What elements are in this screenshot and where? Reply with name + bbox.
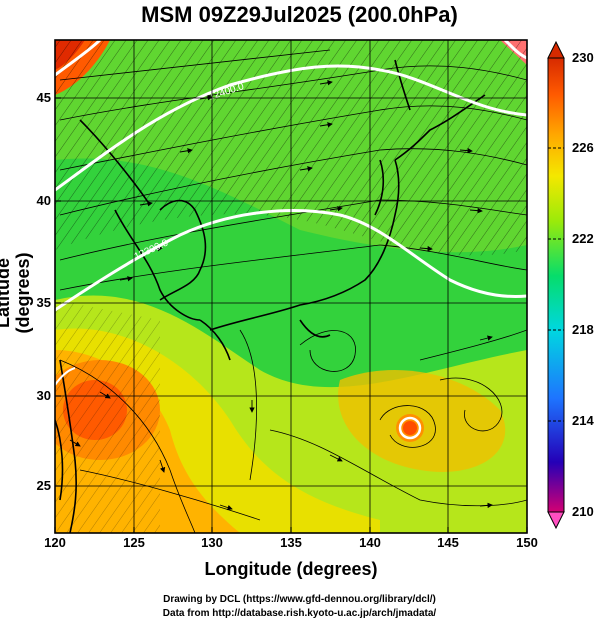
colorbar-tick-label: 210 bbox=[572, 504, 594, 519]
x-tick-label: 135 bbox=[280, 535, 302, 550]
y-tick-label: 35 bbox=[36, 295, 51, 310]
colorbar-tick-label: 230 bbox=[572, 50, 594, 65]
colorbar bbox=[547, 40, 565, 530]
credit-data: Data from http://database.rish.kyoto-u.a… bbox=[162, 608, 437, 619]
x-axis-label: Longitude (degrees) bbox=[204, 559, 378, 579]
credit-drawing: Drawing by DCL (https://www.gfd-dennou.o… bbox=[163, 594, 436, 605]
x-tick-label: 150 bbox=[516, 535, 538, 550]
y-tick-label: 30 bbox=[36, 388, 51, 403]
colorbar-tick-label: 222 bbox=[572, 231, 594, 246]
x-tick-label: 140 bbox=[359, 535, 381, 550]
y-tick-label: 40 bbox=[36, 193, 51, 208]
axis-ticks bbox=[54, 97, 528, 533]
colorbar-tick-label: 226 bbox=[572, 140, 594, 155]
x-tick-label: 145 bbox=[437, 535, 459, 550]
colorbar-tick-label: 218 bbox=[572, 322, 594, 337]
page-title: MSM 09Z29Jul2025 (200.0hPa) bbox=[141, 2, 458, 27]
y-axis-label: Latitude (degrees) bbox=[0, 252, 33, 334]
wind-arrows bbox=[69, 80, 493, 511]
geopotential-contours bbox=[55, 40, 527, 440]
y-tick-label: 45 bbox=[36, 90, 51, 105]
temperature-field bbox=[55, 40, 527, 533]
x-tick-label: 120 bbox=[44, 535, 66, 550]
y-tick-label: 25 bbox=[36, 478, 51, 493]
grid-lines bbox=[55, 40, 527, 533]
wind-streamlines bbox=[59, 49, 527, 533]
x-tick-label: 125 bbox=[123, 535, 145, 550]
colorbar-tick-label: 214 bbox=[572, 413, 594, 428]
x-tick-label: 130 bbox=[201, 535, 223, 550]
